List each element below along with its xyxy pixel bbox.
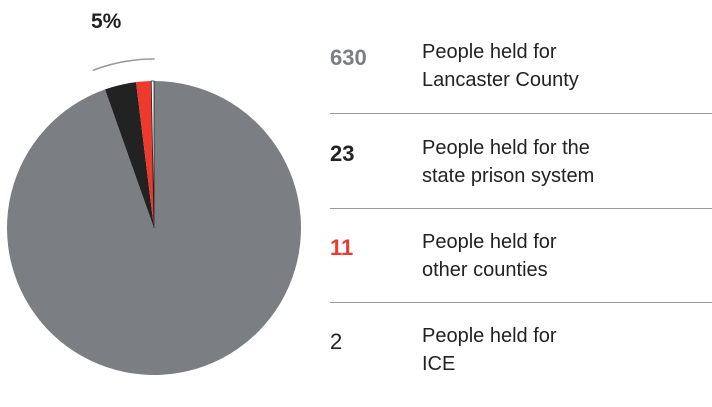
pie-chart — [7, 58, 302, 376]
legend-value: 23 — [330, 141, 355, 166]
legend-value: 11 — [330, 235, 354, 260]
legend-item-state-prison: 23 People held for the state prison syst… — [330, 124, 712, 219]
legend-label: People held for Lancaster County — [422, 41, 579, 91]
legend-label: People held for ICE — [422, 325, 557, 375]
legend-item-lancaster-county: 630 People held for Lancaster County — [330, 30, 712, 125]
legend-item-other-counties: 11 People held for other counties — [330, 218, 712, 313]
small-segments-percentage-label: 5% — [91, 10, 122, 33]
legend-value: 630 — [330, 45, 367, 70]
pie-slice-ice — [150, 80, 155, 229]
legend-item-ice: 2 People held for ICE — [330, 312, 712, 407]
legend-label: People held for other counties — [422, 231, 557, 281]
legend-divider — [330, 302, 712, 303]
pie-slices-group — [7, 80, 302, 376]
legend-divider — [330, 113, 712, 114]
legend-divider — [330, 208, 712, 209]
legend-label: People held for the state prison system — [422, 137, 595, 187]
pie-slice-other-counties — [136, 81, 154, 228]
pie-slice-state-prison — [105, 82, 154, 228]
callout-bracket — [92, 58, 155, 71]
legend-value: 2 — [330, 329, 343, 354]
